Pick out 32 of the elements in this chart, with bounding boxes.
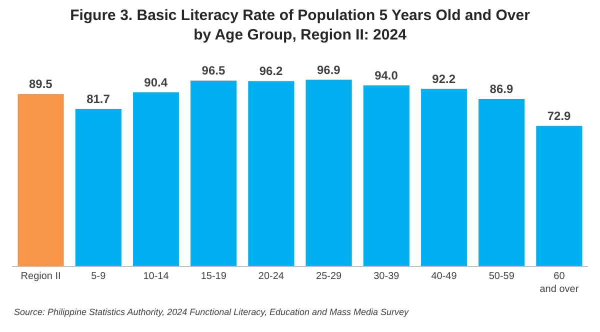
bar (18, 94, 64, 266)
data-label: 72.9 (547, 108, 572, 123)
bar (248, 81, 294, 266)
data-label: 81.7 (86, 92, 110, 106)
bar (363, 85, 410, 266)
bar (536, 126, 582, 266)
bar (478, 99, 525, 266)
x-tick-label: 50-59 (488, 271, 515, 282)
data-label: 96.5 (202, 64, 226, 78)
bar (420, 88, 468, 266)
x-tick-label: Region II (20, 271, 61, 282)
x-tick-label: 10-14 (143, 271, 170, 282)
x-tick-label: 25-29 (316, 271, 342, 282)
chart-title: Figure 3. Basic Literacy Rate of Population 5 Years Old and Over by Age Group, Region II: 2024 (70, 6, 530, 44)
x-tick-label: 40-49 (431, 271, 458, 282)
data-label: 96.2 (259, 64, 284, 78)
data-label: 89.5 (28, 77, 53, 92)
bar (190, 80, 237, 266)
x-tick-label: 5-9 (91, 271, 106, 282)
data-label: 86.9 (490, 82, 514, 96)
source-note: Source: Philippine Statistics Authority, 2024 Functional Literacy, Education and Mass Media Survey (14, 307, 410, 317)
bar (306, 80, 352, 266)
data-label: 92.2 (432, 72, 456, 86)
x-tick-label: 20-24 (258, 271, 284, 282)
x-tick-label: 60 and over (540, 271, 580, 295)
data-label: 96.9 (316, 62, 341, 77)
data-label: 94.0 (374, 68, 398, 82)
data-label: 90.4 (144, 75, 168, 90)
bar (132, 92, 180, 266)
bar (75, 109, 122, 266)
x-tick-label: 15-19 (200, 271, 227, 282)
x-tick-label: 30-39 (374, 271, 400, 282)
